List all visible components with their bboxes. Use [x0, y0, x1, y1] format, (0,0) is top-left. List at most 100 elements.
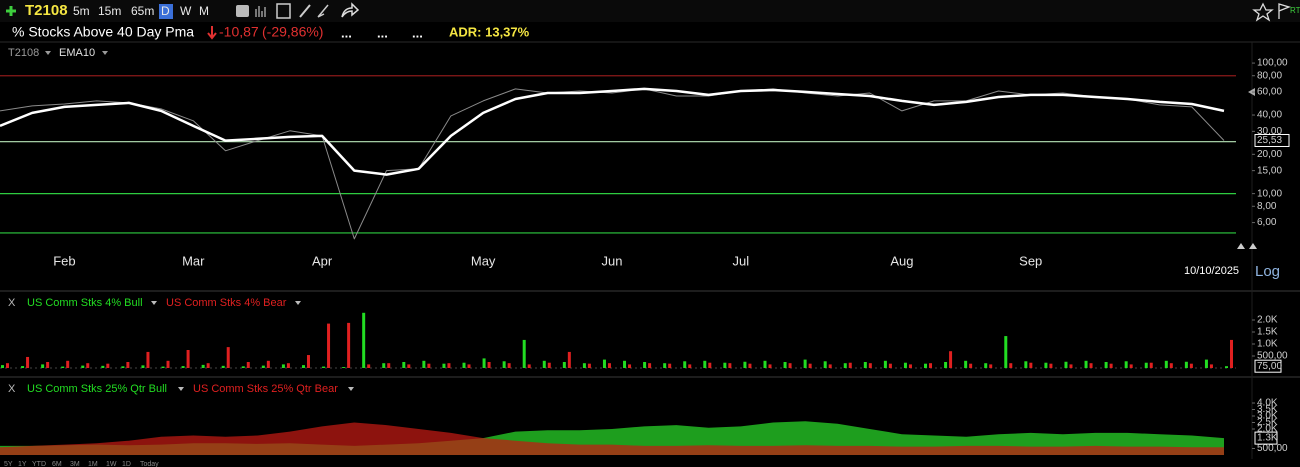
bar [362, 312, 366, 368]
log-toggle[interactable]: Log [1255, 263, 1280, 280]
toolbar [0, 0, 1300, 22]
bar [487, 362, 491, 368]
info-dots[interactable]: ... [341, 25, 352, 40]
bar [1169, 363, 1173, 368]
last-value-label: 1.3K [1257, 433, 1278, 444]
series-legend[interactable]: US Comm Stks 25% Qtr Bear [193, 383, 338, 395]
bar [347, 322, 351, 368]
dropdown-caret[interactable] [45, 51, 51, 55]
bar [663, 363, 667, 368]
bar [342, 367, 346, 368]
bar [803, 359, 807, 368]
interval-button[interactable]: 65m [131, 4, 154, 18]
bar [442, 363, 446, 368]
bar [261, 365, 265, 368]
dropdown-caret[interactable] [178, 387, 184, 391]
interval-button[interactable]: M [199, 4, 209, 18]
scale-arrows[interactable] [1237, 243, 1257, 249]
close-panel[interactable]: X [8, 297, 16, 309]
range-button[interactable]: YTD [32, 461, 46, 467]
indicator-icon[interactable] [236, 5, 249, 17]
x-tick-label: Aug [890, 253, 913, 268]
bar [607, 363, 611, 368]
info-dots[interactable]: ... [377, 25, 388, 40]
bar [743, 361, 747, 368]
bar [969, 363, 973, 368]
close-panel[interactable]: X [8, 383, 16, 395]
range-button[interactable]: 3M [70, 461, 80, 467]
bar [768, 364, 772, 368]
range-button[interactable]: Today [140, 461, 159, 467]
interval-button[interactable]: 5m [73, 4, 90, 18]
draw-icon[interactable] [299, 4, 311, 18]
range-button[interactable]: 1W [106, 461, 117, 467]
bar [1189, 363, 1193, 368]
add-icon[interactable] [6, 6, 16, 16]
y-tick-label: 15,00 [1257, 165, 1282, 176]
series-legend[interactable]: T2108 [8, 47, 39, 59]
bar [146, 351, 150, 368]
series-legend[interactable]: US Comm Stks 25% Qtr Bull [27, 383, 167, 395]
dropdown-caret[interactable] [102, 51, 108, 55]
bar [944, 362, 948, 368]
dropdown-caret[interactable] [151, 301, 157, 305]
dropdown-caret[interactable] [348, 387, 354, 391]
y-tick-label: 2.5K [1257, 417, 1278, 428]
range-button[interactable]: 1M [88, 461, 98, 467]
favorite-icon[interactable] [1252, 2, 1274, 22]
y-tick-label: 4.0K [1257, 398, 1278, 409]
interval-button[interactable]: 15m [98, 4, 121, 18]
x-tick-label: Feb [53, 253, 75, 268]
bar [1144, 362, 1148, 368]
bar [286, 363, 290, 368]
range-button[interactable]: 1D [122, 461, 131, 467]
x-tick-label: Jul [733, 253, 750, 268]
bar [367, 364, 371, 368]
scroll-marker [1248, 88, 1255, 96]
x-tick-label: Jun [602, 253, 623, 268]
bar [266, 360, 270, 368]
bar [1004, 336, 1008, 368]
bar [788, 363, 792, 368]
info-dots[interactable]: ... [412, 25, 423, 40]
bar [186, 350, 190, 368]
brush-icon[interactable] [317, 4, 329, 18]
bars-icon[interactable] [255, 6, 266, 17]
bar [241, 366, 245, 368]
series-legend[interactable]: US Comm Stks 4% Bear [166, 297, 287, 309]
change: -10,87 [219, 24, 259, 40]
bar [567, 351, 571, 368]
y-tick-label: 10,00 [1257, 188, 1282, 199]
bar [41, 364, 45, 368]
range-button[interactable]: 1Y [18, 461, 27, 467]
interval-highlight [159, 4, 173, 19]
range-button[interactable]: 5Y [4, 461, 13, 467]
interval-button[interactable]: W [180, 4, 192, 18]
bar [121, 366, 125, 368]
bar [868, 363, 872, 368]
bar [226, 347, 230, 368]
bar [106, 363, 110, 368]
bar [1, 365, 4, 368]
interval-button[interactable]: D [161, 4, 170, 18]
bar [301, 365, 305, 368]
bar [502, 361, 506, 368]
bar [1064, 361, 1068, 368]
bar [1124, 361, 1128, 368]
bar [6, 363, 9, 368]
bar [668, 363, 672, 368]
range-button[interactable]: 6M [52, 461, 62, 467]
bar [883, 360, 887, 368]
share-icon[interactable] [341, 2, 360, 18]
dropdown-caret[interactable] [295, 301, 301, 305]
bar [281, 364, 285, 368]
y-tick-label: 80,00 [1257, 70, 1282, 81]
bar [126, 362, 130, 368]
series-legend[interactable]: EMA10 [59, 47, 95, 59]
flag-icon[interactable] [1278, 3, 1291, 19]
bar [984, 363, 988, 368]
bar [86, 363, 90, 368]
symbol[interactable]: T2108 [25, 2, 68, 19]
calc-icon[interactable] [276, 3, 291, 19]
series-legend[interactable]: US Comm Stks 4% Bull [27, 297, 143, 309]
